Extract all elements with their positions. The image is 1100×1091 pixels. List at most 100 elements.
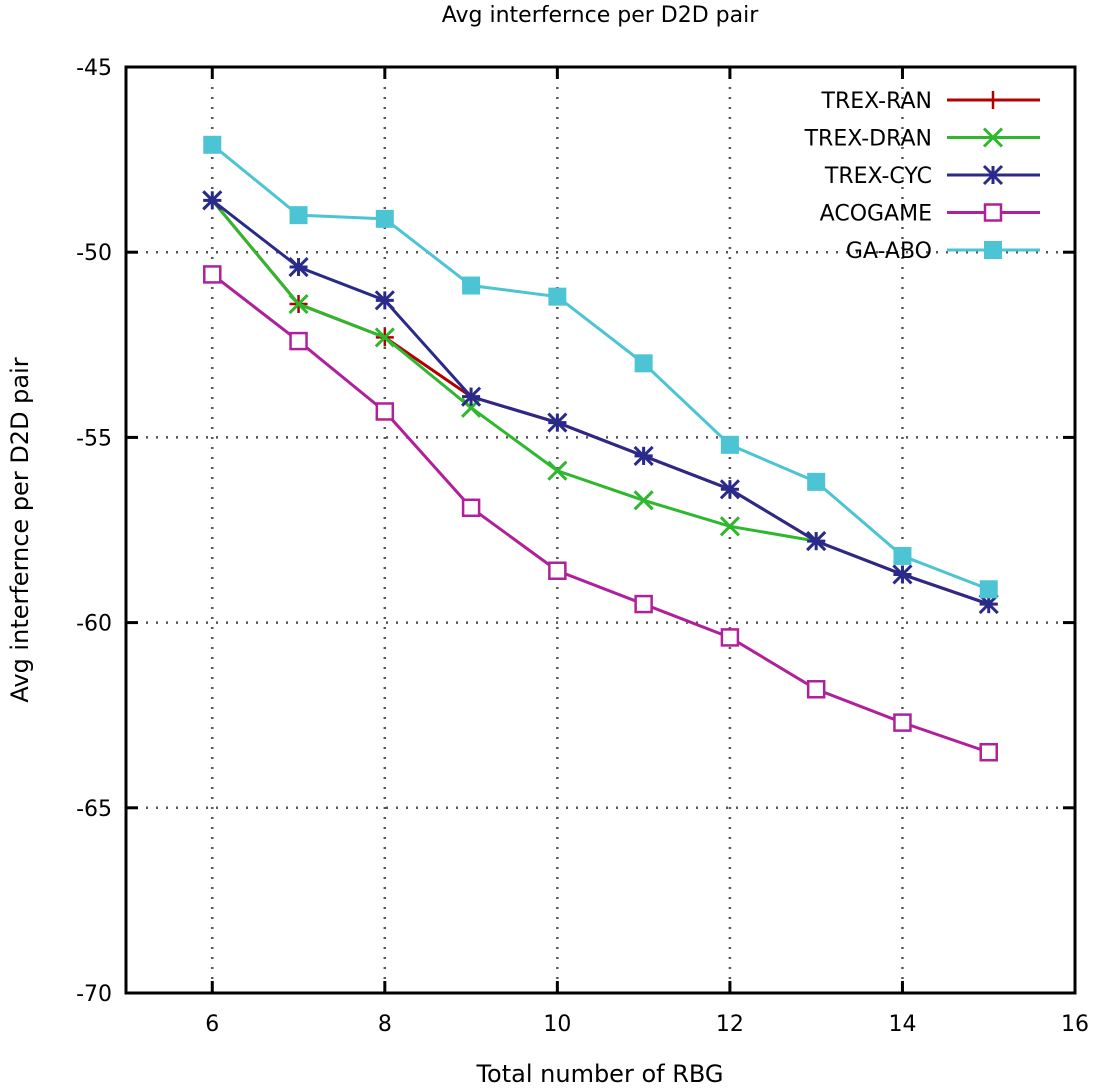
series-ga-abo: [203, 135, 998, 599]
data-point-marker: [461, 386, 482, 407]
filled-square-marker: [203, 135, 222, 154]
y-tick-label: -65: [76, 797, 112, 822]
plot-frame: [124, 65, 1077, 995]
x-tick-label: 16: [1061, 1012, 1089, 1037]
y-tick-label: -60: [76, 612, 112, 637]
x-marker: [374, 327, 395, 348]
data-point-marker: [983, 203, 1003, 222]
data-point-marker: [984, 91, 1002, 109]
filled-square-marker: [979, 580, 998, 599]
series-line: [211, 199, 817, 543]
filled-square-marker: [289, 206, 308, 225]
legend-label: TREX-DRAN: [804, 127, 932, 152]
x-axis-label: Total number of RBG: [475, 1060, 723, 1088]
data-point-marker: [982, 164, 1004, 186]
data-point-marker: [289, 331, 308, 351]
open-square-marker: [983, 203, 1003, 222]
legend: TREX-RAN TREX-DRAN TREX-CYC ACOGAME GA-ABO: [804, 89, 1040, 264]
star-marker: [202, 190, 223, 211]
data-point-marker: [203, 135, 222, 154]
x-marker: [547, 460, 568, 481]
series-acogame: [203, 265, 998, 762]
data-point-marker: [288, 293, 309, 315]
filled-square-marker: [984, 241, 1002, 259]
data-point-marker: [806, 680, 826, 699]
x-tick-label: 14: [888, 1012, 916, 1037]
star-marker: [719, 479, 740, 500]
data-point-marker: [374, 327, 395, 348]
series-line: [211, 273, 990, 754]
data-point-marker: [548, 561, 567, 580]
star-marker: [982, 164, 1004, 186]
filled-square-marker: [893, 546, 912, 565]
x-marker: [633, 490, 654, 511]
star-marker: [288, 256, 309, 278]
x-marker: [288, 293, 309, 315]
filled-square-marker: [375, 209, 394, 228]
data-point-marker: [288, 256, 309, 278]
data-point-marker: [719, 479, 740, 500]
series-trex-dran: [202, 190, 827, 552]
legend-entry: TREX-CYC: [824, 164, 1040, 189]
data-point-marker: [979, 580, 998, 599]
data-point-marker: [548, 287, 567, 306]
data-point-marker: [807, 472, 826, 491]
data-point-marker: [547, 412, 568, 433]
series-line: [211, 199, 990, 606]
legend-label: TREX-CYC: [824, 164, 932, 189]
data-point-marker: [634, 594, 653, 614]
x-tick-label: 6: [205, 1012, 219, 1037]
data-point-marker: [289, 206, 308, 225]
legend-label: GA-ABO: [846, 239, 932, 264]
data-point-marker: [462, 276, 481, 295]
open-square-marker: [979, 742, 998, 762]
data-point-marker: [893, 546, 912, 565]
data-point-marker: [633, 490, 654, 511]
filled-square-marker: [462, 276, 481, 295]
data-point-marker: [984, 241, 1002, 259]
filled-square-marker: [807, 472, 826, 491]
legend-entry: GA-ABO: [846, 239, 1040, 264]
open-square-marker: [806, 680, 826, 699]
x-marker: [982, 127, 1004, 148]
grid: [126, 67, 1075, 993]
legend-entry: TREX-DRAN: [804, 127, 1040, 152]
filled-square-marker: [720, 435, 739, 454]
legend-entry: ACOGAME: [820, 202, 1040, 227]
open-square-marker: [720, 628, 740, 647]
data-point-marker: [893, 713, 912, 732]
open-square-marker: [375, 402, 395, 421]
data-point-marker: [978, 594, 999, 615]
y-tick-label: -50: [76, 241, 112, 266]
filled-square-marker: [548, 287, 567, 306]
series-group: [202, 135, 999, 762]
data-point-marker: [982, 127, 1004, 148]
data-point-marker: [719, 516, 740, 537]
x-tick-label: 10: [543, 1012, 571, 1037]
star-marker: [461, 386, 482, 407]
ticks: 6 8 10 12 14 16 -45 -50 -55 -60 -65 -70: [76, 56, 1089, 1037]
legend-entry: TREX-RAN: [821, 89, 1040, 114]
data-point-marker: [461, 498, 481, 518]
y-tick-label: -45: [76, 56, 112, 81]
series-trex-cyc: [202, 190, 999, 615]
open-square-marker: [461, 498, 481, 518]
star-marker: [892, 564, 913, 585]
legend-label: ACOGAME: [820, 202, 932, 227]
chart-title: Avg interfernce per D2D pair: [442, 3, 759, 28]
star-marker: [633, 445, 654, 466]
data-point-marker: [202, 190, 223, 211]
data-point-marker: [547, 460, 568, 481]
star-marker: [374, 290, 395, 311]
data-point-marker: [720, 628, 740, 647]
x-tick-label: 8: [378, 1012, 392, 1037]
legend-label: TREX-RAN: [821, 89, 932, 114]
open-square-marker: [289, 331, 308, 351]
star-marker: [547, 412, 568, 433]
y-tick-label: -70: [76, 982, 112, 1007]
data-point-marker: [634, 354, 653, 373]
star-marker: [806, 531, 827, 552]
y-tick-label: -55: [76, 426, 112, 451]
series-line: [211, 143, 990, 591]
